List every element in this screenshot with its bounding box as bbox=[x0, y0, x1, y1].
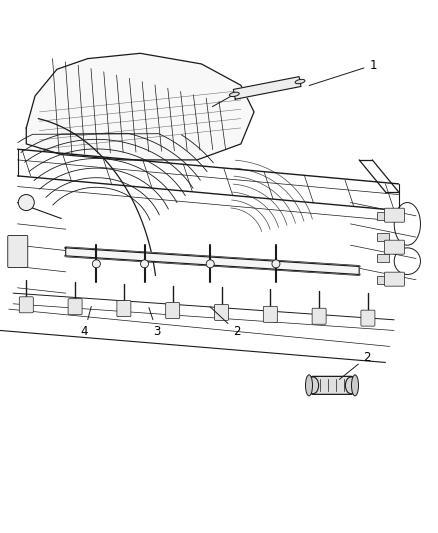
FancyBboxPatch shape bbox=[68, 298, 82, 314]
FancyBboxPatch shape bbox=[263, 306, 277, 322]
Circle shape bbox=[206, 260, 214, 268]
FancyBboxPatch shape bbox=[19, 297, 33, 313]
Bar bbox=[377, 233, 389, 241]
Ellipse shape bbox=[295, 79, 305, 84]
Polygon shape bbox=[233, 77, 301, 99]
FancyBboxPatch shape bbox=[8, 236, 28, 268]
Bar bbox=[377, 212, 389, 220]
Text: 1: 1 bbox=[309, 59, 377, 85]
Polygon shape bbox=[26, 53, 254, 160]
Text: 2: 2 bbox=[210, 307, 240, 338]
Circle shape bbox=[272, 260, 280, 268]
Ellipse shape bbox=[352, 375, 359, 396]
Ellipse shape bbox=[307, 377, 318, 394]
FancyBboxPatch shape bbox=[312, 308, 326, 324]
Bar bbox=[377, 254, 389, 262]
Bar bbox=[377, 276, 389, 284]
FancyBboxPatch shape bbox=[385, 208, 404, 222]
FancyBboxPatch shape bbox=[385, 272, 404, 286]
FancyBboxPatch shape bbox=[117, 301, 131, 317]
Text: 3: 3 bbox=[149, 308, 160, 338]
Circle shape bbox=[92, 260, 100, 268]
Text: 4: 4 bbox=[81, 306, 91, 338]
FancyBboxPatch shape bbox=[215, 304, 229, 320]
FancyBboxPatch shape bbox=[166, 303, 180, 319]
Text: 2: 2 bbox=[339, 351, 371, 379]
Ellipse shape bbox=[305, 375, 312, 396]
Ellipse shape bbox=[230, 92, 239, 96]
FancyBboxPatch shape bbox=[311, 376, 353, 394]
Circle shape bbox=[18, 195, 34, 211]
Circle shape bbox=[141, 260, 148, 268]
Polygon shape bbox=[66, 248, 359, 274]
Ellipse shape bbox=[346, 377, 357, 394]
FancyBboxPatch shape bbox=[361, 310, 375, 326]
FancyBboxPatch shape bbox=[385, 240, 404, 254]
